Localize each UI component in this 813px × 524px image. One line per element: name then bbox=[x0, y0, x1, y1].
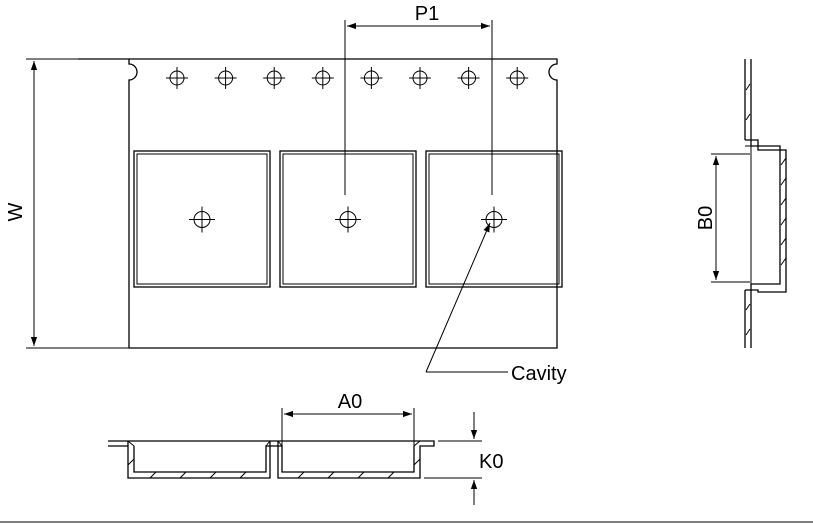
p1-label: P1 bbox=[415, 3, 439, 25]
front-profile-outer bbox=[108, 440, 435, 479]
pocket-center-mark bbox=[189, 206, 215, 233]
pocket-profile bbox=[745, 139, 787, 293]
sprocket-hole bbox=[263, 67, 286, 89]
sprocket-hole bbox=[166, 67, 188, 89]
k0-dimension: K0 bbox=[424, 412, 503, 505]
b0-dimension: B0 bbox=[695, 153, 750, 283]
a0-dimension: A0 bbox=[281, 391, 415, 446]
w-dimension: W bbox=[5, 58, 129, 349]
tape-outline bbox=[78, 58, 558, 349]
sprocket-hole bbox=[409, 67, 431, 89]
tape-top-view bbox=[78, 58, 563, 349]
front-hatch bbox=[127, 458, 421, 479]
pocket-cavity bbox=[425, 150, 563, 288]
sprocket-hole bbox=[311, 67, 334, 89]
front-profile-inner bbox=[108, 445, 415, 473]
sprocket-hole bbox=[214, 67, 237, 89]
b0-label: B0 bbox=[695, 206, 717, 230]
pockets bbox=[133, 150, 563, 288]
pocket-center-mark bbox=[481, 206, 507, 233]
sprocket-holes bbox=[166, 67, 529, 89]
a0-label: A0 bbox=[338, 391, 362, 413]
cavity-callout: Cavity bbox=[425, 222, 567, 385]
pocket-center-mark bbox=[335, 206, 361, 233]
sprocket-hole bbox=[360, 67, 383, 89]
k0-label: K0 bbox=[479, 451, 503, 473]
tape-front-section bbox=[108, 440, 435, 479]
sprocket-hole bbox=[506, 67, 529, 89]
p1-dimension: P1 bbox=[344, 3, 493, 195]
pocket-cavity bbox=[279, 150, 417, 288]
side-hatch bbox=[745, 83, 787, 336]
pocket-cavity bbox=[133, 150, 271, 288]
cavity-label: Cavity bbox=[511, 363, 567, 385]
w-label: W bbox=[5, 202, 27, 221]
sprocket-hole bbox=[457, 67, 480, 89]
tape-side-section bbox=[744, 59, 787, 348]
